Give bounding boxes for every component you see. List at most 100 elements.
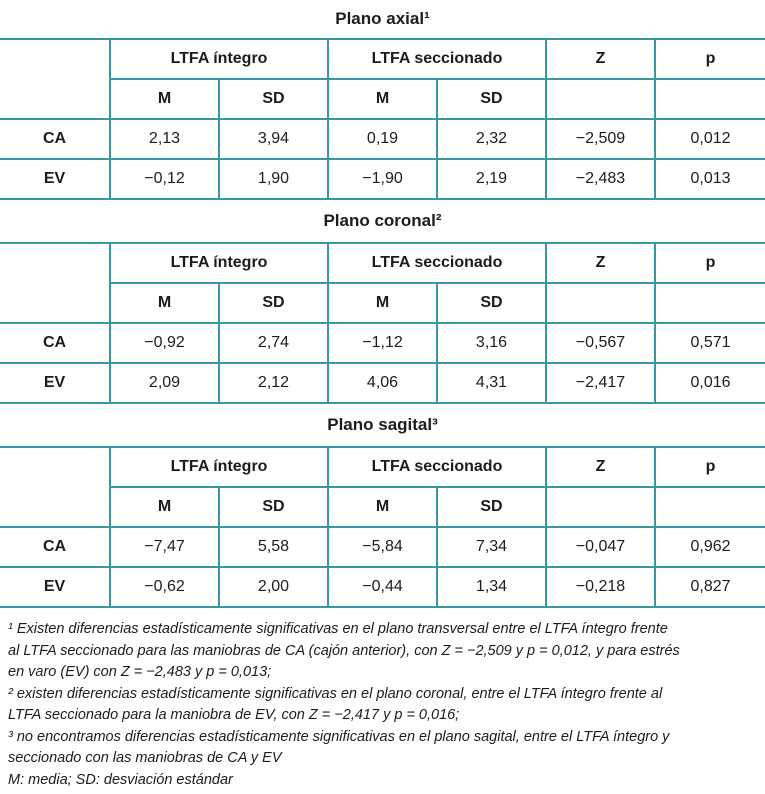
- cell: 0,827: [654, 567, 765, 608]
- col-group-ltfa-seccionado: LTFA seccionado: [327, 39, 546, 80]
- footnote-2: ² existen diferencias estadísticamente s…: [8, 685, 663, 724]
- cell: −1,12: [327, 323, 437, 364]
- cell: 0,962: [654, 527, 765, 568]
- header-row-sub: M SD M SD: [0, 487, 765, 528]
- cell: 0,016: [654, 363, 765, 404]
- cell: −1,90: [327, 159, 437, 200]
- table-row: EV 2,09 2,12 4,06 4,31 −2,417 0,016: [0, 363, 765, 404]
- cell: −0,92: [109, 323, 219, 364]
- cell: −5,84: [327, 527, 437, 568]
- col-header-p: p: [654, 39, 765, 80]
- cell: −2,483: [545, 159, 655, 200]
- cell: −0,047: [545, 527, 655, 568]
- col-header-z: Z: [545, 243, 655, 284]
- table-title: Plano sagital³: [327, 415, 438, 434]
- empty-cell: [545, 79, 655, 120]
- col-subheader-m: M: [109, 487, 219, 528]
- footnote-abbreviations: M: media; SD: desviación estándar: [8, 771, 233, 788]
- cell: 1,34: [436, 567, 546, 608]
- table-row: CA −0,92 2,74 −1,12 3,16 −0,567 0,571: [0, 323, 765, 364]
- corner-cell: [0, 447, 110, 528]
- empty-cell: [654, 283, 765, 324]
- table-row: EV −0,62 2,00 −0,44 1,34 −0,218 0,827: [0, 567, 765, 608]
- row-label: CA: [0, 527, 110, 568]
- header-row-groups: LTFA íntegro LTFA seccionado Z p: [0, 447, 765, 528]
- header-row-groups: LTFA íntegro LTFA seccionado Z p: [0, 39, 765, 120]
- cell: 2,32: [436, 119, 546, 160]
- cell: 2,13: [109, 119, 219, 160]
- cell: 0,013: [654, 159, 765, 200]
- footnote-1: ¹ Existen diferencias estadísticamente s…: [8, 621, 680, 680]
- col-group-ltfa-integro: LTFA íntegro: [109, 243, 328, 284]
- table-section-axial: Plano axial¹ LTFA íntegro LTFA seccionad…: [0, 0, 765, 200]
- cell: −0,567: [545, 323, 655, 364]
- table-row: CA −7,47 5,58 −5,84 7,34 −0,047 0,962: [0, 527, 765, 568]
- cell: 1,90: [218, 159, 328, 200]
- cell: 0,012: [654, 119, 765, 160]
- header-row-sub: M SD M SD: [0, 79, 765, 120]
- cell: 0,19: [327, 119, 437, 160]
- col-subheader-sd: SD: [218, 283, 328, 324]
- col-group-ltfa-integro: LTFA íntegro: [109, 39, 328, 80]
- cell: 2,12: [218, 363, 328, 404]
- col-subheader-sd: SD: [436, 283, 546, 324]
- cell: −0,44: [327, 567, 437, 608]
- cell: 3,16: [436, 323, 546, 364]
- cell: 0,571: [654, 323, 765, 364]
- header-row-groups: LTFA íntegro LTFA seccionado Z p: [0, 243, 765, 324]
- row-label: CA: [0, 119, 110, 160]
- cell: 3,94: [218, 119, 328, 160]
- row-label: EV: [0, 159, 110, 200]
- table-section-sagital: Plano sagital³ LTFA íntegro LTFA seccion…: [0, 404, 765, 608]
- cell: 2,74: [218, 323, 328, 364]
- col-subheader-sd: SD: [436, 487, 546, 528]
- stats-table-coronal: LTFA íntegro LTFA seccionado Z p M SD M …: [0, 242, 765, 404]
- col-group-ltfa-seccionado: LTFA seccionado: [327, 243, 546, 284]
- col-group-ltfa-seccionado: LTFA seccionado: [327, 447, 546, 488]
- cell: 2,09: [109, 363, 219, 404]
- table-title: Plano coronal²: [323, 211, 442, 230]
- empty-cell: [654, 79, 765, 120]
- col-subheader-m: M: [327, 487, 437, 528]
- col-subheader-m: M: [109, 283, 219, 324]
- cell: −0,62: [109, 567, 219, 608]
- row-label: EV: [0, 363, 110, 404]
- cell: −2,509: [545, 119, 655, 160]
- col-subheader-sd: SD: [436, 79, 546, 120]
- cell: −2,417: [545, 363, 655, 404]
- cell: −0,218: [545, 567, 655, 608]
- empty-cell: [654, 487, 765, 528]
- empty-cell: [545, 487, 655, 528]
- table-section-coronal: Plano coronal² LTFA íntegro LTFA seccion…: [0, 200, 765, 404]
- col-subheader-m: M: [327, 79, 437, 120]
- row-label: EV: [0, 567, 110, 608]
- table-row: EV −0,12 1,90 −1,90 2,19 −2,483 0,013: [0, 159, 765, 200]
- col-header-p: p: [654, 447, 765, 488]
- table-row: CA 2,13 3,94 0,19 2,32 −2,509 0,012: [0, 119, 765, 160]
- table-title: Plano axial¹: [335, 9, 430, 28]
- footnotes: ¹ Existen diferencias estadísticamente s…: [0, 608, 765, 791]
- col-header-p: p: [654, 243, 765, 284]
- header-row-sub: M SD M SD: [0, 283, 765, 324]
- cell: 5,58: [218, 527, 328, 568]
- col-header-z: Z: [545, 39, 655, 80]
- col-subheader-m: M: [109, 79, 219, 120]
- corner-cell: [0, 39, 110, 120]
- cell: −7,47: [109, 527, 219, 568]
- cell: 7,34: [436, 527, 546, 568]
- col-subheader-sd: SD: [218, 487, 328, 528]
- cell: 4,31: [436, 363, 546, 404]
- cell: 2,00: [218, 567, 328, 608]
- cell: 2,19: [436, 159, 546, 200]
- col-group-ltfa-integro: LTFA íntegro: [109, 447, 328, 488]
- stats-table-sagital: LTFA íntegro LTFA seccionado Z p M SD M …: [0, 446, 765, 608]
- footnote-3: ³ no encontramos diferencias estadística…: [8, 728, 670, 767]
- empty-cell: [545, 283, 655, 324]
- col-subheader-m: M: [327, 283, 437, 324]
- cell: 4,06: [327, 363, 437, 404]
- row-label: CA: [0, 323, 110, 364]
- col-header-z: Z: [545, 447, 655, 488]
- stats-table-axial: LTFA íntegro LTFA seccionado Z p M SD M …: [0, 38, 765, 200]
- cell: −0,12: [109, 159, 219, 200]
